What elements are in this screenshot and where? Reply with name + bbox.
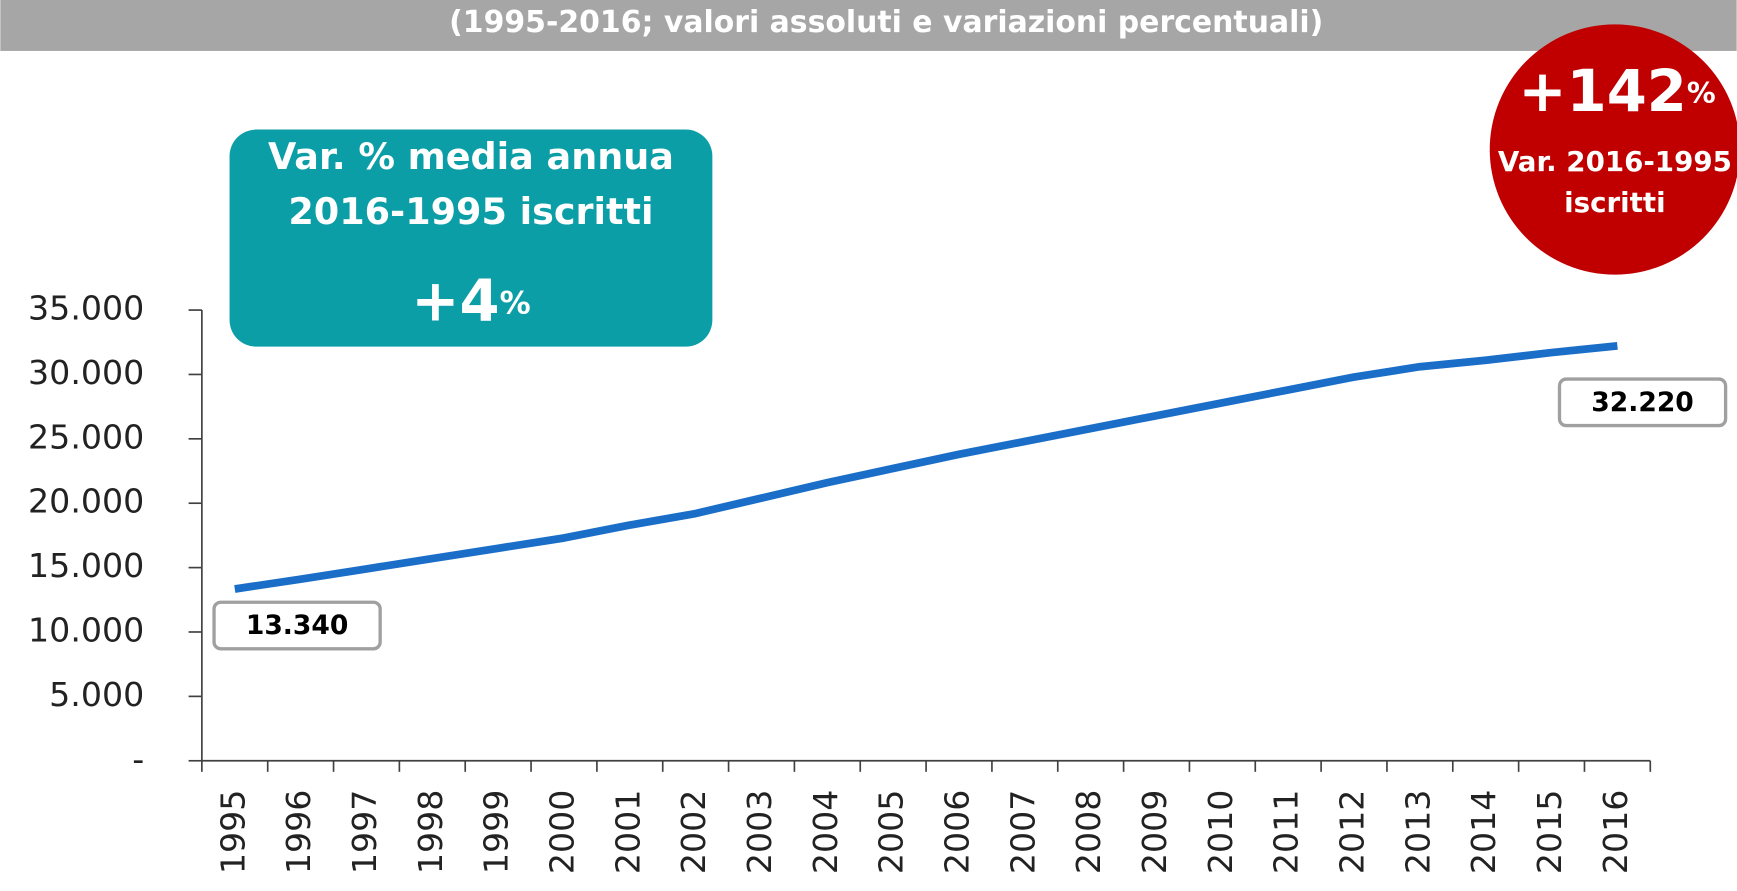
x-tick-label: 1995 (213, 790, 252, 875)
x-tick-label: 2015 (1530, 790, 1569, 875)
x-tick-label: 2005 (872, 790, 911, 875)
annotation-figure-unit: % (500, 285, 531, 321)
y-tick-label: 25.000 (28, 417, 144, 456)
value-label: 32.220 (1591, 387, 1694, 418)
x-tick-label: 2002 (674, 790, 713, 875)
annotation-figure-unit: % (1687, 76, 1716, 110)
value-label: 13.340 (246, 610, 349, 641)
x-tick-label: 2016 (1596, 790, 1635, 875)
annotation-text: 2016-1995 iscritti (288, 190, 653, 233)
data-line (234, 342, 1618, 593)
annotation-text: Var. 2016-1995 (1498, 145, 1732, 178)
y-tick-label: 35.000 (28, 289, 144, 328)
x-tick-label: 2011 (1267, 790, 1306, 875)
y-tick-label: 20.000 (28, 482, 144, 521)
x-tick-label: 2009 (1135, 790, 1174, 875)
x-tick-label: 2008 (1069, 790, 1108, 875)
x-tick-label: 2013 (1398, 790, 1437, 875)
y-tick-label: 10.000 (28, 610, 144, 649)
y-tick-label: - (132, 739, 144, 778)
chart-subtitle: (1995-2016; valori assoluti e variazioni… (449, 5, 1323, 40)
annotation-figure-number: +4 (411, 267, 499, 334)
x-tick-label: 1996 (279, 790, 318, 875)
annotation-text: iscritti (1564, 186, 1665, 219)
x-tick-label: 2001 (608, 790, 647, 875)
x-tick-label: 2006 (938, 790, 977, 875)
x-tick-label: 2007 (1003, 790, 1042, 875)
x-tick-label: 2003 (740, 790, 779, 875)
annotation-box (229, 129, 713, 347)
x-tick-label: 1999 (477, 790, 516, 875)
x-tick-label: 1997 (345, 790, 384, 875)
header-band (0, 0, 1737, 51)
value-label-box (1557, 377, 1728, 428)
y-tick-label: 15.000 (28, 546, 144, 585)
annotation-figure-number: +142 (1518, 58, 1686, 125)
x-tick-label: 2014 (1464, 790, 1503, 875)
y-tick-label: 5.000 (49, 675, 144, 714)
x-tick-label: 2010 (1201, 790, 1240, 875)
y-tick-label: 30.000 (28, 353, 144, 392)
x-tick-label: 2004 (806, 790, 845, 875)
annotation-figure: +142% (1518, 58, 1715, 125)
x-tick-label: 1998 (411, 790, 450, 875)
x-tick-label: 2012 (1333, 790, 1372, 875)
annotation-circle (1489, 24, 1737, 275)
annotation-text: Var. % media annua (268, 135, 674, 178)
annotation-figure: +4% (411, 267, 530, 334)
value-label-box (212, 600, 382, 651)
x-tick-label: 2000 (542, 790, 581, 875)
